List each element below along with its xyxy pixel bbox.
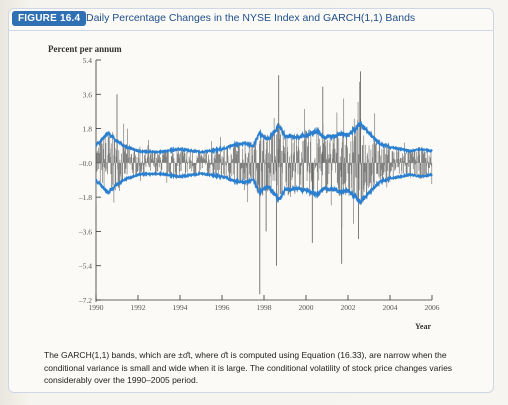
- figure-badge: FIGURE 16.4: [12, 11, 87, 26]
- x-tick-label: 1990: [89, 303, 104, 312]
- x-tick-label: 2004: [383, 303, 398, 312]
- x-tick-label: 2002: [341, 303, 356, 312]
- y-tick-label: –3.6: [78, 227, 92, 236]
- x-tick-label: 1992: [131, 303, 146, 312]
- figure-title: Daily Percentage Changes in the NYSE Ind…: [86, 12, 416, 24]
- x-axis-label: Year: [415, 322, 431, 331]
- x-tick-label: 1998: [257, 303, 272, 312]
- x-tick-label: 2000: [299, 303, 314, 312]
- y-tick-label: –7.2: [78, 296, 92, 305]
- y-tick-label: –1.8: [78, 193, 92, 202]
- y-tick-label: 3.6: [83, 90, 93, 99]
- y-tick-label: 1.8: [83, 125, 93, 134]
- y-tick-label: –5.4: [78, 262, 92, 271]
- figure-header: [8, 8, 494, 31]
- figure-caption: The GARCH(1,1) bands, which are ±σ̂t, wh…: [44, 350, 453, 385]
- garch-lower-band: [95, 170, 433, 205]
- x-tick-label: 1996: [215, 303, 230, 312]
- daily-change-series: [95, 81, 433, 228]
- figure-frame: [8, 8, 494, 393]
- x-tick-label: 2006: [425, 303, 440, 312]
- garch-upper-band: [95, 121, 433, 156]
- x-tick-label: 1994: [173, 303, 188, 312]
- y-tick-label: –0.0: [78, 159, 92, 168]
- y-axis-label: Percent per annum: [48, 44, 122, 54]
- y-tick-label: 5.4: [83, 56, 93, 65]
